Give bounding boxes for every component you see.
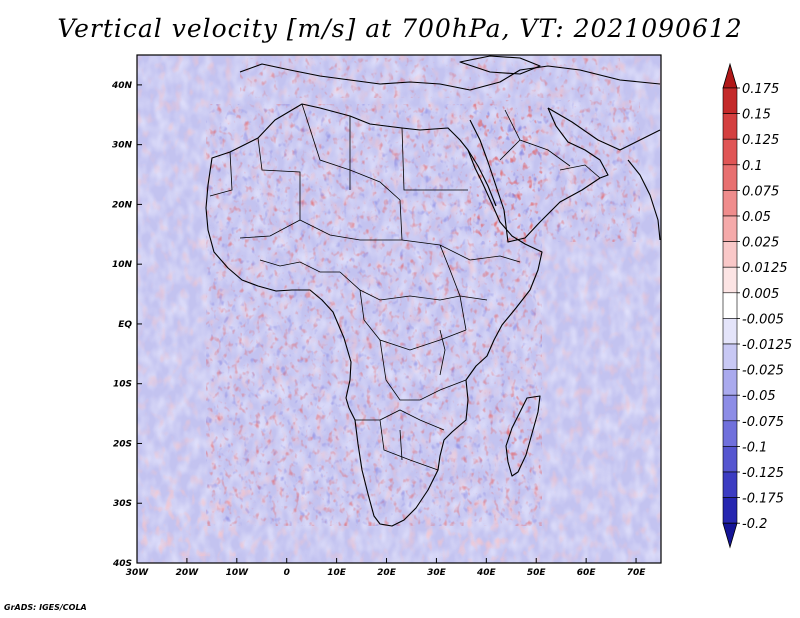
colorbar-swatch [722, 266, 738, 294]
colorbar-swatch [722, 343, 738, 370]
colorbar-swatch [722, 190, 738, 217]
colorbar-swatch [722, 497, 738, 524]
borders [209, 103, 601, 471]
colorbar-swatch [722, 420, 738, 447]
colorbar-swatch [722, 113, 738, 140]
colorbar-swatch [722, 164, 738, 191]
black-sea [459, 55, 541, 75]
arabia-coast [469, 107, 609, 243]
colorbar-swatch [722, 471, 738, 498]
mediterranean-north [239, 63, 661, 91]
colorbar-label: 0.025 [742, 236, 779, 251]
colorbar-label: -0.05 [742, 389, 776, 404]
colorbar-swatch [722, 394, 738, 422]
colorbar-label: -0.075 [742, 415, 784, 430]
x-tick-label: 20W [176, 568, 200, 578]
gulf-coast [547, 107, 661, 151]
colorbar-swatch [722, 318, 738, 345]
x-tick-label: 0 [284, 568, 290, 578]
colorbar-label: -0.0125 [742, 338, 792, 353]
colorbar-label: -0.2 [742, 517, 767, 532]
colorbar-label: 0.075 [742, 184, 779, 199]
europe-field [240, 58, 620, 98]
x-tick-label: 70E [627, 568, 647, 578]
y-tick-label: 30N [112, 141, 133, 151]
y-tick-label: 30S [113, 499, 132, 509]
colorbar-swatch [722, 87, 738, 114]
colorbar-label: 0.0125 [742, 261, 788, 276]
colorbar-swatch [722, 446, 738, 473]
footer-credit: GrADS: IGES/COLA [4, 603, 87, 612]
y-tick-label: EQ [118, 320, 132, 330]
colorbar: 0.175 0.15 0.125 0.1 0.075 0.05 0.025 0.0125 0.0… [722, 62, 792, 549]
x-tick-label: 30W [126, 568, 150, 578]
colorbar-label: -0.1 [742, 440, 767, 455]
x-axis: 30W 20W 10W 0 10E 20E 30E 40E 50E 60E 70E [126, 558, 646, 578]
south-streak [420, 500, 540, 560]
y-tick-label: 20S [113, 439, 132, 449]
colorbar-swatch [722, 241, 738, 268]
x-tick-label: 10W [226, 568, 250, 578]
field-layer [137, 55, 661, 563]
madagascar-coast [505, 395, 541, 477]
x-tick-label: 50E [527, 568, 547, 578]
x-tick-label: 10E [327, 568, 347, 578]
x-tick-label: 20E [377, 568, 397, 578]
arabia-field-blue [470, 100, 640, 242]
colorbar-label: 0.005 [742, 287, 779, 302]
y-tick-label: 40N [111, 81, 133, 91]
colorbar-bottom-arrow [722, 522, 738, 549]
colorbar-label: -0.025 [742, 364, 784, 379]
colorbar-swatch [722, 138, 738, 166]
x-tick-label: 60E [577, 568, 597, 578]
y-tick-label: 10N [112, 260, 133, 270]
colorbar-label: -0.125 [742, 466, 784, 481]
y-tick-label: 40S [112, 559, 132, 569]
india-coast [627, 159, 661, 241]
colorbar-top-arrow [722, 62, 738, 89]
colorbar-label: 0.175 [742, 82, 779, 97]
colorbar-swatch [722, 369, 738, 396]
y-tick-label: 10S [113, 380, 132, 390]
madagascar-field [506, 396, 540, 476]
x-tick-label: 40E [476, 568, 497, 578]
colorbar-label: 0.125 [742, 133, 779, 148]
y-axis: 40S 30S 20S 10S EQ 10N 20N 30N 40N [111, 81, 142, 569]
map-title: Vertical velocity [m/s] at 700hPa, VT: 2… [57, 14, 743, 43]
africa-coast [205, 103, 543, 527]
colorbar-swatch [722, 292, 738, 319]
colorbar-swatch [722, 215, 738, 242]
colorbar-label: -0.175 [742, 492, 784, 507]
colorbar-label: 0.15 [742, 108, 771, 123]
colorbar-label: -0.005 [742, 312, 784, 327]
plot-frame [136, 54, 662, 564]
colorbar-label: 0.1 [742, 159, 763, 174]
y-tick-label: 20N [112, 200, 133, 210]
red-sea-west [467, 149, 497, 207]
coastlines [205, 55, 661, 527]
southwest-streak [140, 490, 250, 556]
colorbar-label: 0.05 [742, 210, 771, 225]
africa-field-blue [206, 104, 542, 526]
x-tick-label: 30E [427, 568, 447, 578]
